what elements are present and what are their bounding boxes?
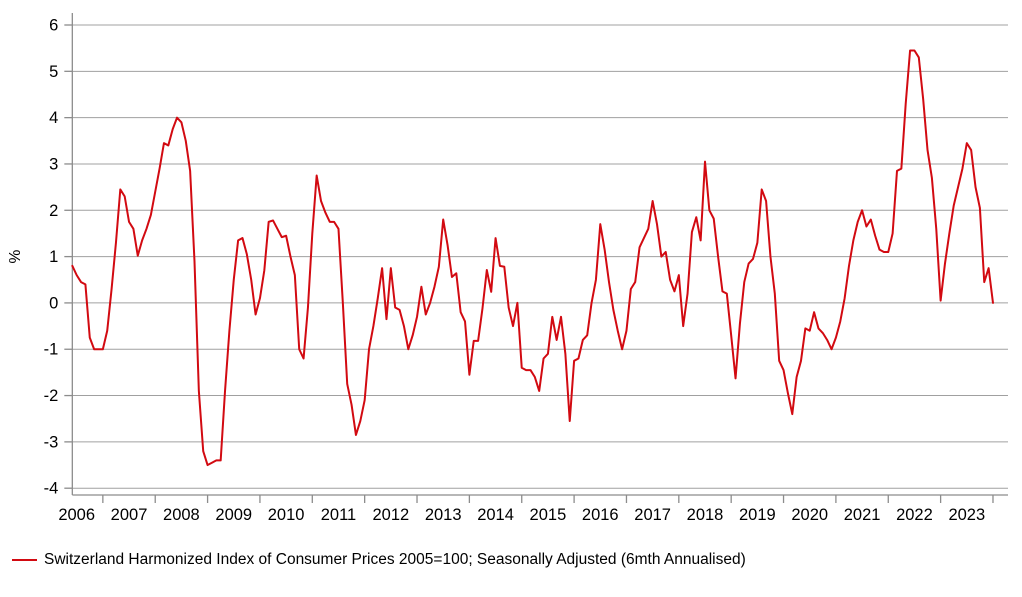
x-axis-year-label: 2022: [896, 506, 933, 524]
x-axis-year-label: 2011: [321, 506, 356, 524]
x-axis-year-label: 2010: [268, 506, 305, 524]
y-axis-tick-label: 0: [49, 294, 58, 312]
x-axis-year-label: 2018: [687, 506, 724, 524]
y-axis-tick-label: 3: [49, 155, 58, 173]
x-axis-year-label: 2014: [477, 506, 514, 524]
x-axis-year-label: 2017: [634, 506, 671, 524]
y-axis-unit-label: %: [7, 249, 24, 263]
y-axis-tick-label: -2: [44, 387, 59, 405]
y-axis-tick-label: -1: [44, 341, 59, 359]
y-axis-tick-label: 4: [49, 109, 58, 127]
x-axis-year-label: 2006: [58, 506, 95, 524]
x-axis-year-label: 2009: [215, 506, 252, 524]
y-axis-tick-label: 5: [49, 63, 58, 81]
x-axis-year-label: 2016: [582, 506, 619, 524]
x-axis-year-label: 2021: [844, 506, 881, 524]
x-axis-year-label: 2007: [111, 506, 148, 524]
x-axis-year-label: 2019: [739, 506, 776, 524]
legend: Switzerland Harmonized Index of Consumer…: [12, 551, 746, 569]
x-axis-year-label: 2015: [530, 506, 567, 524]
y-axis-tick-label: -3: [44, 433, 59, 451]
legend-line-swatch: [12, 559, 37, 561]
legend-label: Switzerland Harmonized Index of Consumer…: [44, 551, 746, 568]
y-axis-tick-label: 2: [49, 202, 58, 220]
x-axis-year-label: 2012: [372, 506, 409, 524]
y-axis-tick-label: -4: [44, 480, 59, 498]
y-axis-tick-label: 1: [49, 248, 58, 266]
x-axis-year-label: 2013: [425, 506, 462, 524]
series-line-switzerland-hicp: [71, 49, 994, 467]
x-axis-year-label: 2008: [163, 506, 200, 524]
x-axis-year-label: 2023: [948, 506, 985, 524]
x-axis-year-label: 2020: [791, 506, 828, 524]
y-axis-tick-label: 6: [49, 17, 58, 35]
